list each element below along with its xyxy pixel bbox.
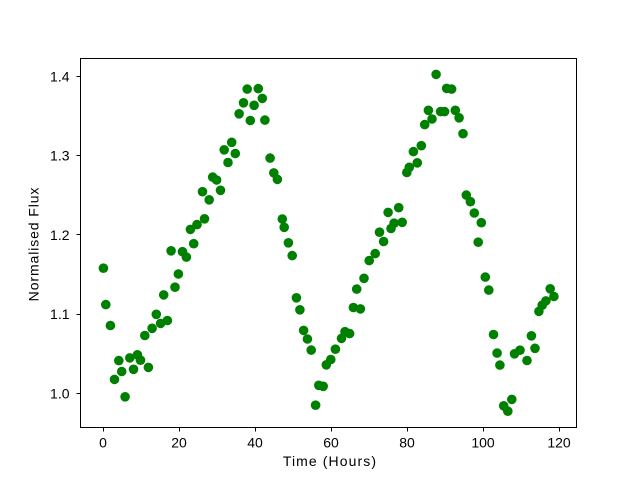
- svg-text:40: 40: [247, 435, 263, 451]
- svg-text:80: 80: [399, 435, 415, 451]
- svg-text:1.4: 1.4: [50, 68, 70, 84]
- svg-text:20: 20: [171, 435, 187, 451]
- svg-text:60: 60: [323, 435, 339, 451]
- svg-text:Normalised Flux: Normalised Flux: [26, 187, 42, 302]
- svg-text:1.0: 1.0: [50, 385, 70, 401]
- svg-text:100: 100: [471, 435, 495, 451]
- svg-text:Time (Hours): Time (Hours): [283, 453, 377, 469]
- svg-text:1.2: 1.2: [50, 227, 70, 243]
- svg-text:1.1: 1.1: [50, 306, 70, 322]
- svg-text:1.3: 1.3: [50, 148, 70, 164]
- svg-text:120: 120: [547, 435, 571, 451]
- svg-text:0: 0: [99, 435, 107, 451]
